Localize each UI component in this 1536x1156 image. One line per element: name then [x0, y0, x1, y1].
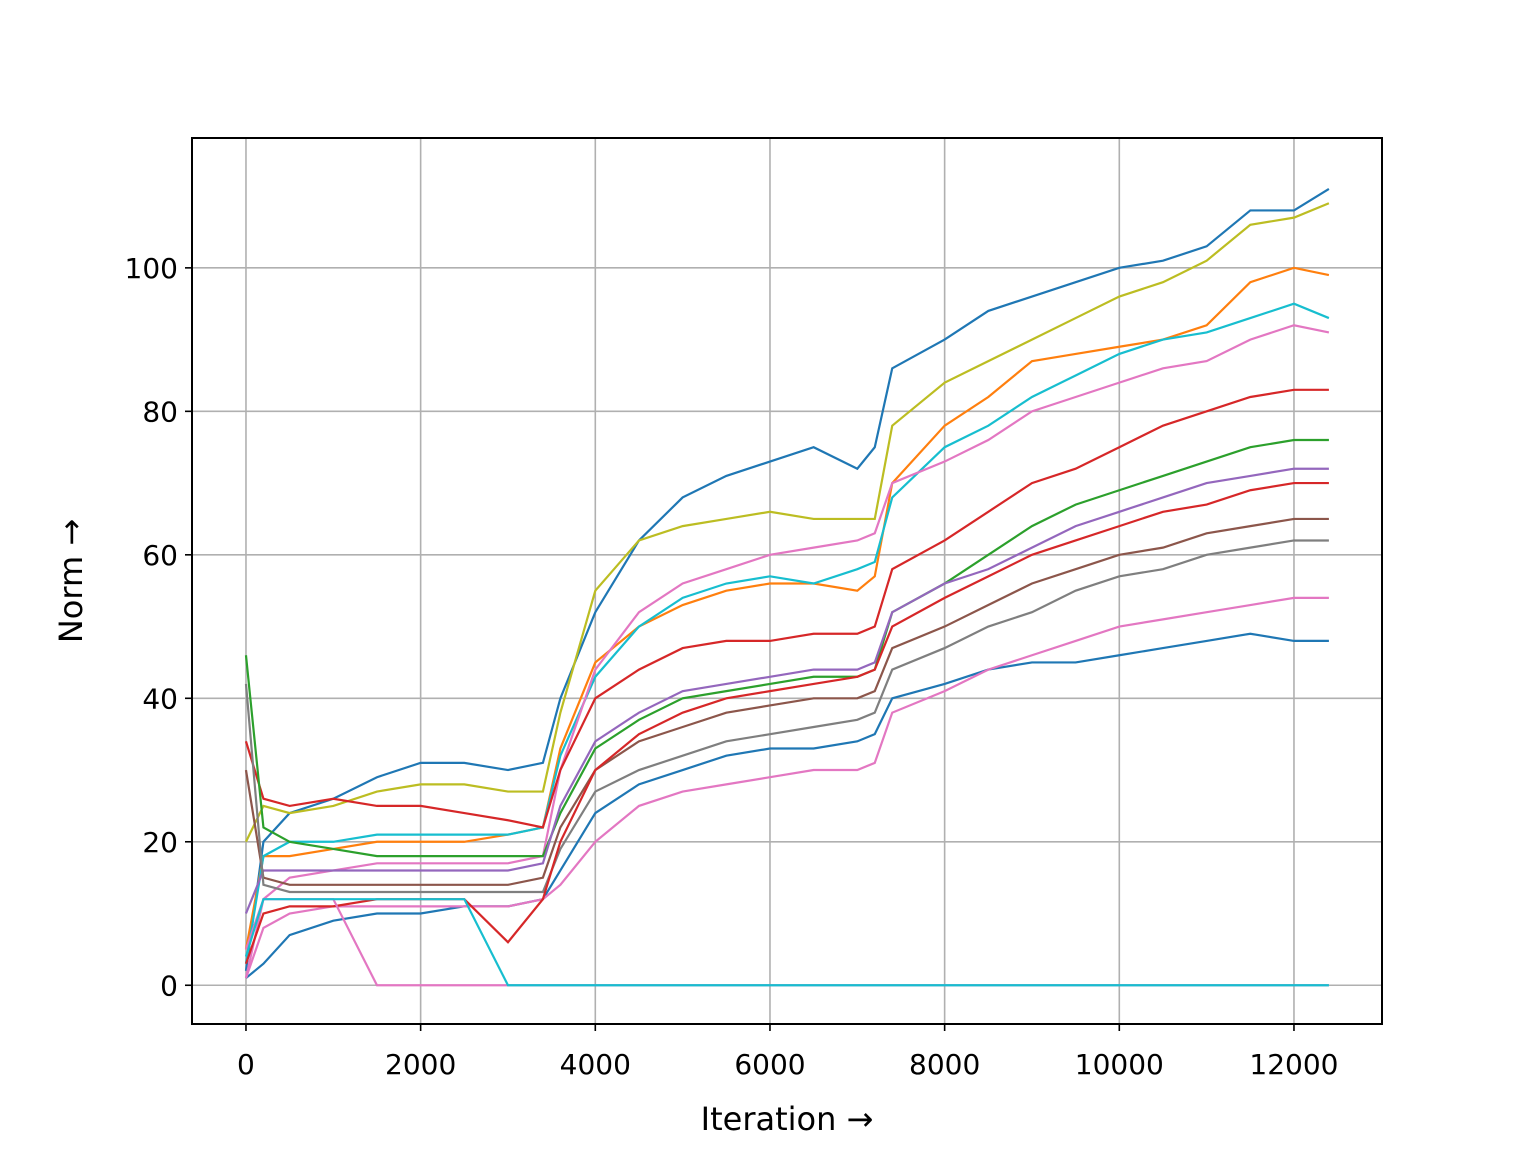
y-tick-label: 20	[142, 826, 178, 859]
data-line	[244, 596, 1329, 979]
data-line	[244, 898, 1329, 987]
data-line	[244, 467, 1329, 914]
y-tick-label: 100	[125, 252, 178, 285]
data-line	[244, 898, 1329, 987]
data-line	[244, 302, 1330, 964]
y-tick-label: 60	[142, 539, 178, 572]
x-tick-label: 6000	[734, 1048, 805, 1081]
data-line	[244, 324, 1330, 979]
ticks: 0 2000 4000 6000 8000 10000 12000 0 20 40 60 80 100	[125, 252, 1339, 1081]
plot-area	[244, 187, 1330, 987]
data-line	[244, 517, 1329, 886]
x-tick-label: 8000	[909, 1048, 980, 1081]
x-tick-label: 10000	[1075, 1048, 1164, 1081]
x-tick-label: 4000	[560, 1048, 631, 1081]
y-tick-label: 80	[142, 395, 178, 428]
data-line	[244, 539, 1329, 894]
data-line	[245, 632, 1329, 979]
axes-frame	[191, 137, 1383, 1025]
y-axis-label: Norm →	[52, 519, 90, 643]
data-line	[244, 187, 1330, 972]
y-tick-label: 0	[160, 969, 178, 1002]
x-axis-label: Iteration →	[701, 1100, 874, 1138]
data-line	[244, 202, 1330, 843]
x-tick-label: 0	[237, 1048, 255, 1081]
grid	[192, 138, 1382, 1024]
data-line	[244, 388, 1329, 829]
y-tick-label: 40	[142, 682, 178, 715]
x-tick-label: 12000	[1249, 1048, 1338, 1081]
data-line	[244, 266, 1330, 950]
data-line	[244, 438, 1329, 858]
x-tick-label: 2000	[385, 1048, 456, 1081]
